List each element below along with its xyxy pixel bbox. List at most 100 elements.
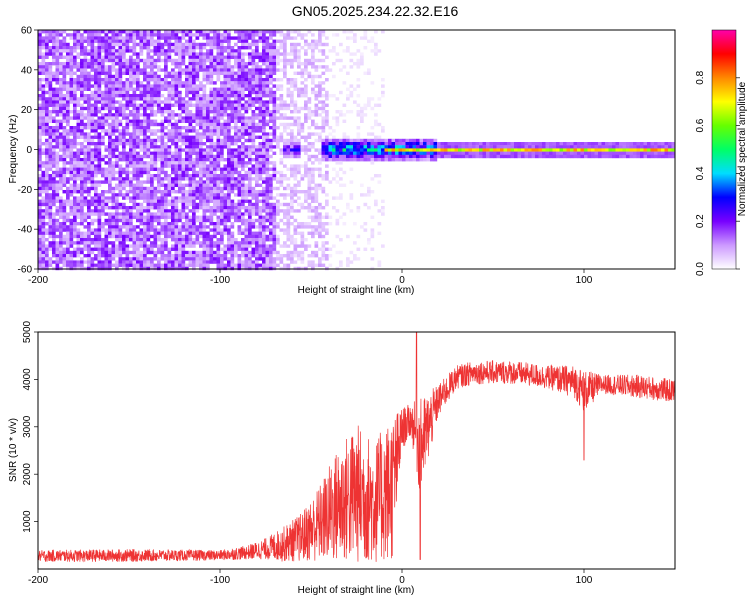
heatmap-cell (262, 116, 266, 120)
heatmap-cell (136, 218, 140, 223)
heatmap-cell (59, 110, 63, 114)
heatmap-cell (283, 202, 287, 207)
heatmap-cell (101, 180, 105, 184)
heatmap-cell (318, 263, 322, 267)
heatmap-cell (132, 100, 137, 104)
heatmap-cell (192, 164, 196, 168)
heatmap-cell (188, 97, 193, 101)
heatmap-cell (290, 206, 294, 210)
heatmap-cell (230, 84, 235, 88)
heatmap-cell (90, 103, 95, 107)
heatmap-cell (59, 71, 63, 75)
heatmap-cell (94, 103, 98, 107)
heatmap-cell (122, 142, 126, 146)
heatmap-cell (258, 257, 263, 261)
heatmap-cell (157, 190, 161, 194)
heatmap-cell (157, 84, 161, 88)
heatmap-cell (188, 190, 193, 194)
heatmap-cell (304, 68, 308, 72)
heatmap-cell (307, 177, 312, 181)
heatmap-cell (76, 33, 81, 37)
heatmap-cell (139, 263, 144, 267)
heatmap-cell (171, 180, 175, 184)
heatmap-cell (283, 116, 287, 120)
heatmap-cell (283, 39, 287, 43)
heatmap-cell (115, 74, 119, 79)
heatmap-cell (321, 119, 326, 123)
heatmap-cell (251, 212, 256, 216)
heatmap-cell (234, 126, 238, 130)
heatmap-cell (241, 228, 245, 232)
heatmap-cell (213, 129, 217, 133)
heatmap-cell (321, 206, 326, 210)
heatmap-cell (97, 30, 102, 34)
heatmap-cell (307, 209, 312, 213)
heatmap-cell (230, 222, 235, 226)
heatmap-cell (248, 225, 252, 229)
heatmap-cell (307, 174, 312, 178)
heatmap-cell (118, 94, 123, 98)
heatmap-cell (178, 174, 182, 178)
heatmap-cell (307, 180, 312, 184)
heatmap-cell (52, 145, 56, 149)
heatmap-cell (195, 202, 200, 207)
heatmap-cell (55, 78, 60, 82)
heatmap-cell (195, 30, 200, 34)
heatmap-cell (185, 110, 189, 114)
heatmap-cell (265, 167, 270, 171)
heatmap-cell (108, 71, 112, 75)
heatmap-cell (220, 167, 224, 171)
heatmap-cell (255, 49, 259, 53)
heatmap-cell (66, 110, 70, 114)
heatmap-cell (129, 71, 133, 75)
heatmap-cell (171, 129, 175, 133)
heatmap-cell (314, 244, 319, 248)
heatmap-cell (223, 250, 228, 255)
heatmap-cell (318, 94, 322, 98)
heatmap-cell (59, 132, 63, 136)
heatmap-cell (146, 193, 151, 197)
heatmap-cell (181, 106, 186, 111)
heatmap-cell (83, 122, 88, 127)
heatmap-cell (209, 97, 214, 101)
heatmap-cell (52, 129, 56, 133)
heatmap-cell (83, 46, 88, 50)
heatmap-cell (94, 199, 98, 203)
heatmap-cell (192, 49, 196, 53)
heatmap-cell (97, 228, 102, 232)
heatmap-cell (129, 244, 133, 248)
heatmap-cell (94, 190, 98, 194)
heatmap-cell (185, 78, 189, 82)
heatmap-cell (94, 209, 98, 213)
heatmap-cell (45, 151, 49, 155)
heatmap-cell (62, 234, 67, 239)
heatmap-cell (318, 81, 322, 85)
heatmap-cell (125, 234, 130, 239)
heatmap-cell (97, 206, 102, 210)
heatmap-cell (157, 154, 161, 159)
heatmap-cell (188, 74, 193, 79)
heatmap-cell (157, 65, 161, 69)
heatmap-cell (195, 228, 200, 232)
heatmap-cell (227, 183, 231, 187)
heatmap-cell (76, 100, 81, 104)
heatmap-cell (97, 49, 102, 53)
heatmap-cell (160, 193, 165, 197)
heatmap-cell (41, 199, 46, 203)
heatmap-cell (234, 151, 238, 155)
heatmap-cell (115, 186, 119, 191)
heatmap-cell (209, 58, 214, 63)
heatmap-cell (66, 113, 70, 117)
heatmap-cell (209, 119, 214, 123)
heatmap-cell (262, 202, 266, 207)
heatmap-cell (153, 129, 158, 133)
heatmap-cell (150, 39, 154, 43)
heatmap-cell (237, 62, 242, 66)
heatmap-cell (104, 222, 109, 226)
heatmap-cell (125, 257, 130, 261)
heatmap-cell (213, 71, 217, 75)
heatmap-cell (192, 65, 196, 69)
heatmap-cell (87, 110, 91, 114)
heatmap-cell (307, 190, 312, 194)
heatmap-cell (206, 225, 210, 229)
